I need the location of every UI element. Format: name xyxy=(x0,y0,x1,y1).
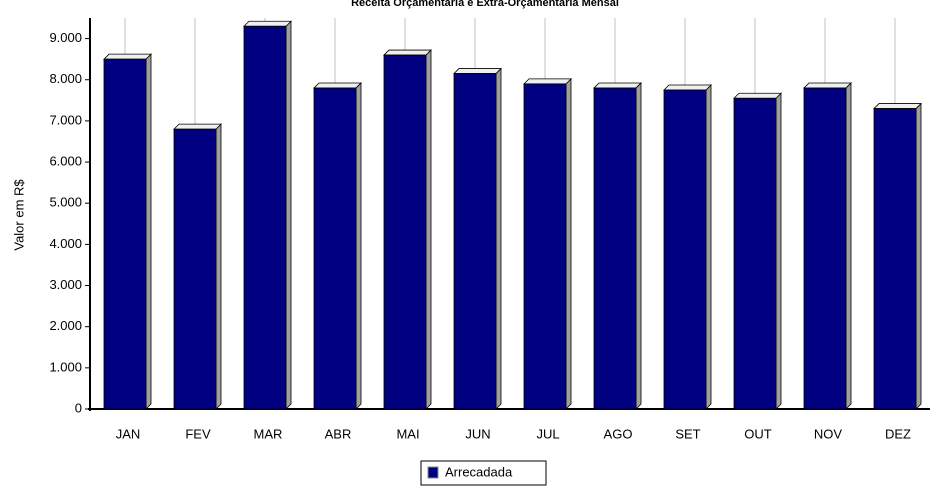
x-tick-label: JUN xyxy=(465,426,490,441)
bar xyxy=(523,83,567,410)
legend-swatch xyxy=(427,466,439,479)
bar xyxy=(873,108,917,410)
bar-top xyxy=(173,123,222,130)
bar-side xyxy=(565,77,572,410)
bar-top xyxy=(383,49,432,56)
x-tick-label: FEV xyxy=(185,426,211,441)
bar-side xyxy=(705,84,712,410)
x-tick-label: DEZ xyxy=(885,426,911,441)
x-tick-label: OUT xyxy=(744,426,772,441)
x-tick-label: NOV xyxy=(814,426,843,441)
y-tick-label: 3.000 xyxy=(49,277,82,292)
bar-side xyxy=(495,67,502,410)
x-tick-label: JUL xyxy=(536,426,559,441)
bar-side xyxy=(425,49,432,410)
y-tick-label: 6.000 xyxy=(49,153,82,168)
bar xyxy=(593,87,637,410)
bar xyxy=(383,54,427,410)
y-tick-label: 0 xyxy=(75,400,82,415)
bar xyxy=(243,25,287,410)
y-axis-label: Valor em R$ xyxy=(11,179,26,251)
y-tick-label: 7.000 xyxy=(49,112,82,127)
bar xyxy=(453,73,497,410)
bar-side xyxy=(775,92,782,410)
bar-side xyxy=(215,123,222,410)
legend-label: Arrecadada xyxy=(445,464,513,479)
bar-top xyxy=(243,20,292,27)
bar xyxy=(663,89,707,410)
bar-top xyxy=(593,82,642,89)
bar-top xyxy=(663,84,712,91)
bar xyxy=(173,128,217,410)
y-tick-label: 9.000 xyxy=(49,30,82,45)
bar-top xyxy=(873,103,922,109)
chart-title: Receita Orçamentária e Extra-Orçamentári… xyxy=(351,0,619,9)
bar-side xyxy=(355,82,362,410)
bar xyxy=(803,87,847,410)
y-tick-label: 1.000 xyxy=(49,359,82,374)
y-tick-label: 5.000 xyxy=(49,195,82,210)
bar-top xyxy=(313,82,362,89)
bar xyxy=(733,97,777,410)
bar-side xyxy=(635,82,642,410)
bar-top xyxy=(803,82,852,89)
bar-top xyxy=(453,68,502,74)
bar-top xyxy=(523,78,572,85)
x-tick-label: ABR xyxy=(325,426,352,441)
x-tick-label: MAR xyxy=(254,426,283,441)
x-tick-label: JAN xyxy=(116,426,141,441)
bar-side xyxy=(285,20,292,410)
bar-side xyxy=(845,82,852,410)
bar-side xyxy=(915,102,922,410)
legend-box xyxy=(420,460,547,486)
bar-side xyxy=(145,53,152,410)
x-tick-label: SET xyxy=(675,426,700,441)
x-tick-label: MAI xyxy=(396,426,419,441)
bar xyxy=(103,58,147,410)
y-tick-label: 2.000 xyxy=(49,318,82,333)
bar-top xyxy=(733,92,782,99)
bar xyxy=(313,87,357,410)
y-tick-label: 8.000 xyxy=(49,71,82,86)
bar-top xyxy=(103,53,152,60)
y-tick-label: 4.000 xyxy=(49,236,82,251)
x-tick-label: AGO xyxy=(604,426,633,441)
